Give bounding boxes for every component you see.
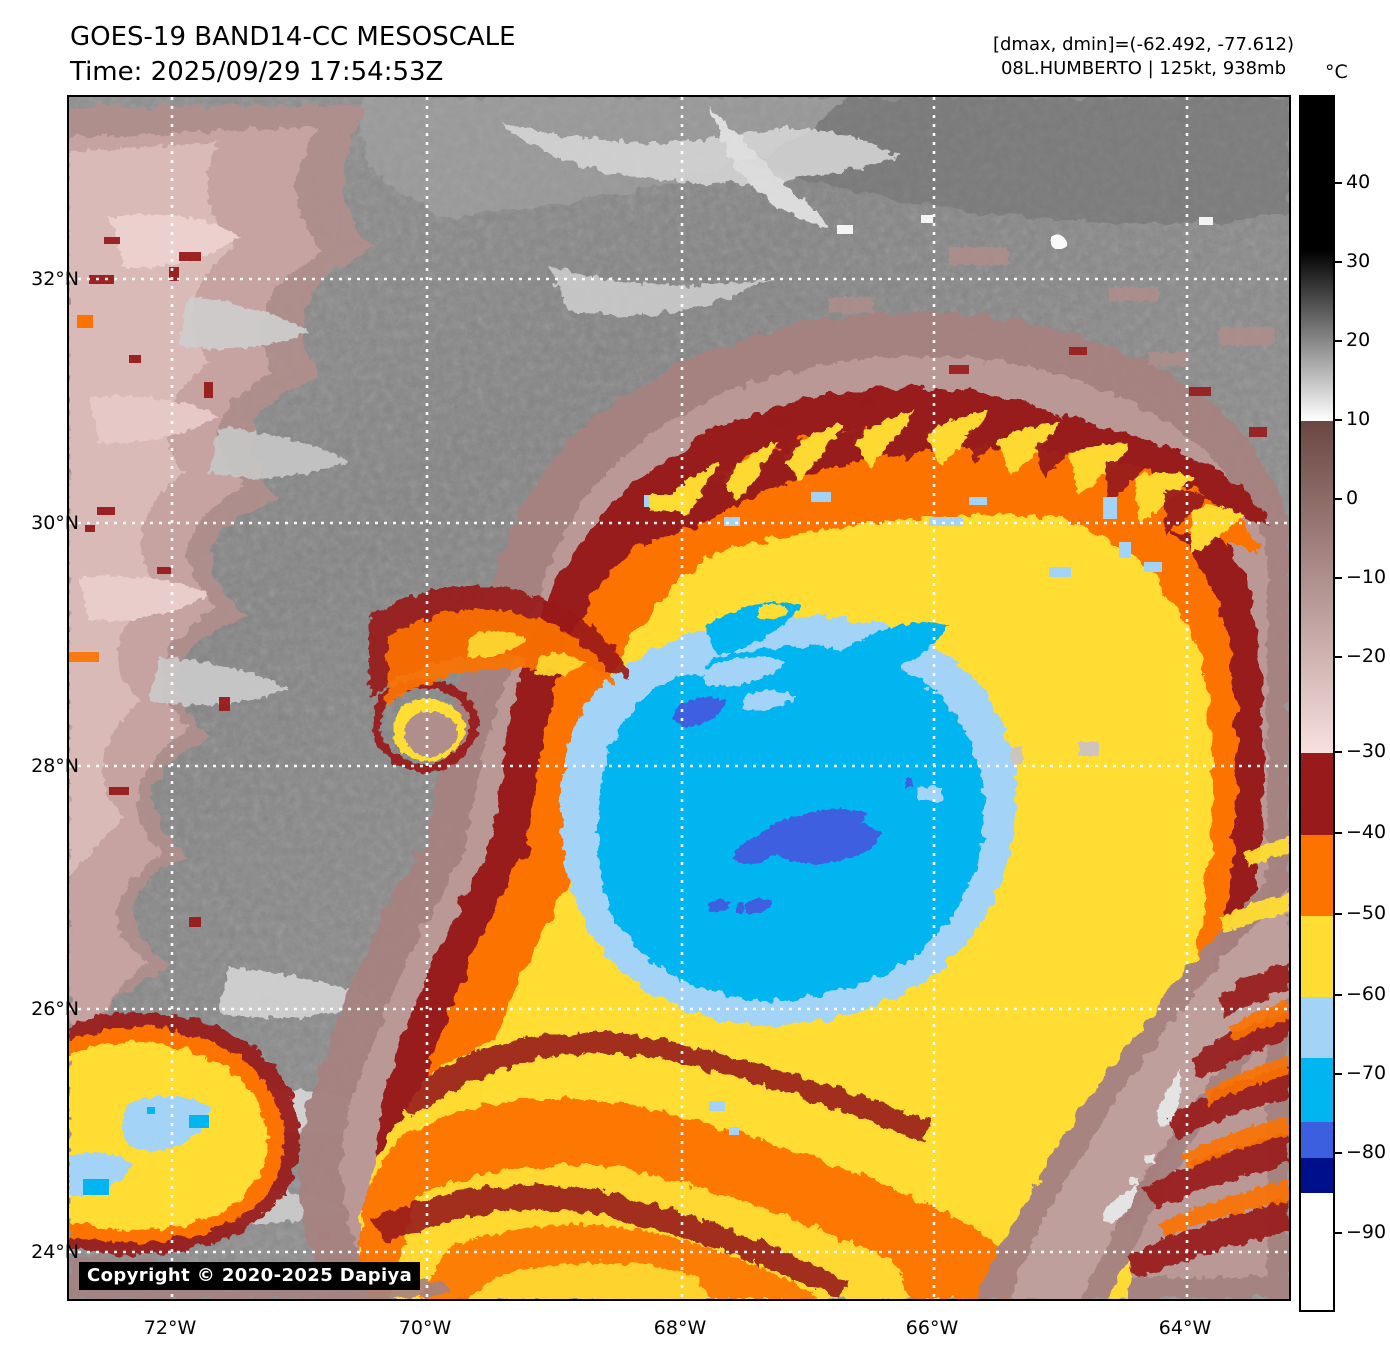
y-tick-label-2: 28°N bbox=[31, 755, 79, 777]
colorbar-segment-yellow-band bbox=[1301, 916, 1333, 997]
storm-label: 08L.HUMBERTO | 125kt, 938mb bbox=[1000, 58, 1287, 80]
colorbar-segment-navy-band bbox=[1301, 1158, 1333, 1193]
colorbar-tick-label-12: −80 bbox=[1346, 1141, 1387, 1163]
y-tick-label-3: 26°N bbox=[31, 998, 79, 1020]
colorbar-tick-mark-0 bbox=[1333, 182, 1342, 184]
x-tick-label-2: 68°W bbox=[653, 1317, 707, 1339]
dminmax-label: [dmax, dmin]=(-62.492, -77.612) bbox=[992, 34, 1294, 55]
colorbar-tick-mark-5 bbox=[1333, 577, 1342, 579]
colorbar-tick-mark-8 bbox=[1333, 832, 1342, 834]
colorbar-segments bbox=[1301, 97, 1333, 1310]
annotation-block: [dmax, dmin]=(-62.492, -77.612) 08L.HUMB… bbox=[993, 33, 1294, 82]
colorbar-tick-label-10: −60 bbox=[1346, 983, 1387, 1005]
copyright-label: Copyright © 2020-2025 Dapiya bbox=[79, 1262, 421, 1290]
x-tick-label-4: 64°W bbox=[1158, 1317, 1212, 1339]
colorbar-tick-label-2: 20 bbox=[1346, 329, 1371, 351]
colorbar-tick-mark-9 bbox=[1333, 913, 1342, 915]
colorbar-tick-label-11: −70 bbox=[1346, 1062, 1387, 1084]
colorbar-tick-label-6: −20 bbox=[1346, 645, 1387, 667]
y-tick-label-1: 30°N bbox=[31, 512, 79, 534]
colorbar-tick-mark-6 bbox=[1333, 656, 1342, 658]
page-title: GOES-19 BAND14-CC MESOSCALE bbox=[70, 22, 516, 52]
colorbar-tick-label-4: 0 bbox=[1346, 487, 1359, 509]
colorbar-tick-label-7: −30 bbox=[1346, 740, 1387, 762]
colorbar-tick-label-0: 40 bbox=[1346, 171, 1371, 193]
colorbar-segment-orange-band bbox=[1301, 835, 1333, 916]
x-tick-label-0: 72°W bbox=[143, 1317, 197, 1339]
colorbar-tick-mark-3 bbox=[1333, 419, 1342, 421]
colorbar-tick-mark-10 bbox=[1333, 994, 1342, 996]
colorbar-tick-mark-7 bbox=[1333, 751, 1342, 753]
colorbar-tick-label-8: −40 bbox=[1346, 821, 1387, 843]
x-tick-label-3: 66°W bbox=[905, 1317, 959, 1339]
colorbar-segment-darkred-band bbox=[1301, 753, 1333, 835]
colorbar-tick-mark-13 bbox=[1333, 1232, 1342, 1234]
colorbar-segment-lightblue-band bbox=[1301, 997, 1333, 1058]
colorbar-tick-label-1: 30 bbox=[1346, 250, 1371, 272]
colorbar-tick-label-9: −50 bbox=[1346, 902, 1387, 924]
title-block: GOES-19 BAND14-CC MESOSCALE Time: 2025/0… bbox=[70, 20, 516, 89]
colorbar-segment-black-warm bbox=[1301, 97, 1333, 250]
colorbar-units-label: °C bbox=[1325, 61, 1348, 83]
colorbar-tick-mark-2 bbox=[1333, 340, 1342, 342]
colorbar-tick-label-5: −10 bbox=[1346, 566, 1387, 588]
colorbar-segment-cyan-band bbox=[1301, 1058, 1333, 1122]
colorbar-segment-white-coldest bbox=[1301, 1193, 1333, 1310]
colorbar-tick-label-3: 10 bbox=[1346, 408, 1371, 430]
colorbar-tick-mark-11 bbox=[1333, 1073, 1342, 1075]
timestamp-label: Time: 2025/09/29 17:54:53Z bbox=[70, 56, 444, 87]
colorbar-tick-mark-1 bbox=[1333, 261, 1342, 263]
colorbar[interactable] bbox=[1299, 95, 1335, 1312]
colorbar-segment-gray-ramp bbox=[1301, 250, 1333, 421]
colorbar-tick-mark-4 bbox=[1333, 498, 1342, 500]
colorbar-segment-royalblue-band bbox=[1301, 1122, 1333, 1158]
colorbar-segment-brown-ramp bbox=[1301, 421, 1333, 753]
colorbar-tick-mark-12 bbox=[1333, 1152, 1342, 1154]
satellite-raster bbox=[69, 97, 1289, 1299]
x-tick-label-1: 70°W bbox=[398, 1317, 452, 1339]
satellite-image-plot[interactable]: Copyright © 2020-2025 Dapiya bbox=[67, 95, 1291, 1301]
colorbar-tick-label-13: −90 bbox=[1346, 1221, 1387, 1243]
y-tick-label-0: 32°N bbox=[31, 268, 79, 290]
colorbar-tick-labels: 40 30 20 10 0 −10 −20 −30 −40 −50 −60 −70 −80 −90 bbox=[1333, 95, 1390, 1308]
y-tick-label-4: 24°N bbox=[31, 1241, 79, 1263]
